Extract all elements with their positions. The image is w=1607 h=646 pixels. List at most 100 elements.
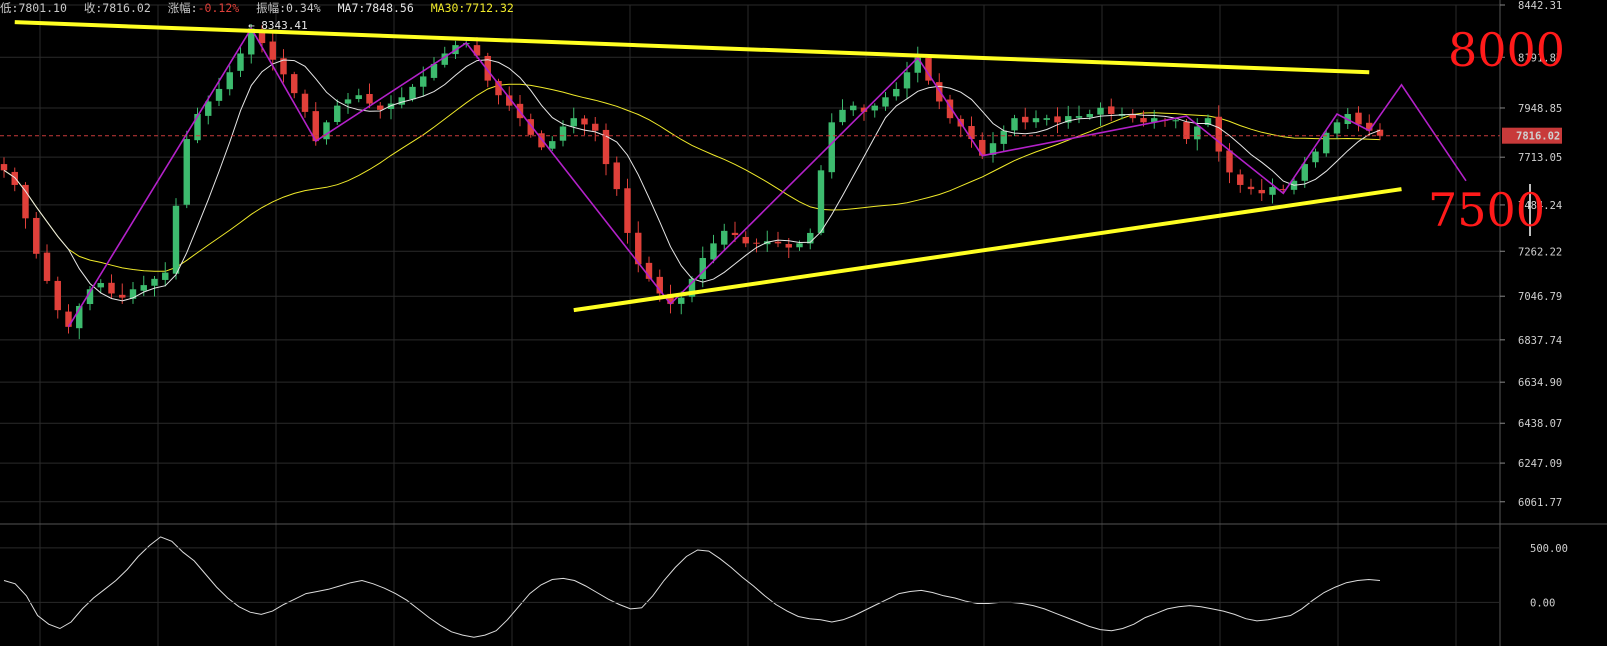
candle-body <box>1258 189 1265 194</box>
trendline-lower <box>573 187 1402 313</box>
candle-body <box>129 289 137 299</box>
candle-body <box>807 232 814 244</box>
amplitude-readout: 振幅:0.34% <box>256 1 321 15</box>
candle-body <box>0 164 8 171</box>
oscillator-line <box>3 536 1381 638</box>
candle-body <box>581 118 588 125</box>
candle-body <box>1140 118 1147 123</box>
candle-body <box>882 97 889 107</box>
candle-body <box>43 252 51 281</box>
candle-body <box>344 99 352 104</box>
candle-body <box>602 129 610 165</box>
ma7-line <box>3 59 1381 302</box>
candle-body <box>968 126 975 140</box>
candle-body <box>1237 174 1244 185</box>
ma30-line <box>3 83 1381 272</box>
candle-body <box>334 105 341 122</box>
candle-body <box>226 72 233 90</box>
ytick-label: 6061.77 <box>1518 497 1562 509</box>
candle-body <box>645 262 653 279</box>
candle-body <box>936 82 943 102</box>
candle-body <box>1247 186 1255 190</box>
candle-body <box>1011 118 1018 131</box>
candle-body <box>215 88 223 101</box>
ytick-label: 7262.22 <box>1518 246 1562 258</box>
candle-body <box>635 232 642 265</box>
candle-body <box>323 122 330 140</box>
candle-body <box>817 170 825 233</box>
candle-body <box>592 123 599 131</box>
candle-body <box>549 141 556 149</box>
candle-body <box>54 280 61 311</box>
candle-body <box>108 282 115 294</box>
change-readout: 涨幅:-0.12% <box>167 1 240 15</box>
candle-body <box>850 105 857 111</box>
candle-body <box>1312 151 1319 163</box>
candle-body <box>312 111 319 142</box>
candle-body <box>1301 164 1308 181</box>
candle-body <box>269 41 276 60</box>
candle-body <box>76 305 83 329</box>
candle-body <box>377 105 384 110</box>
ytick-label: 7948.85 <box>1518 103 1562 115</box>
candle-body <box>613 162 620 190</box>
trendlines <box>14 20 1402 313</box>
candle-body <box>753 242 760 244</box>
candle-body <box>86 289 94 305</box>
candle-body <box>903 72 911 89</box>
close-readout: 收:7816.02 <box>83 1 151 15</box>
candle-body <box>33 217 40 254</box>
current-price-label: 7816.02 <box>1516 131 1560 143</box>
candle-body <box>946 99 954 119</box>
candle-body <box>774 241 782 244</box>
candle-body <box>280 58 287 75</box>
candle-body <box>1000 130 1007 144</box>
candle-body <box>205 101 212 116</box>
candle-body <box>871 105 878 111</box>
candle-body <box>387 103 395 109</box>
candle-body <box>398 97 405 105</box>
candle-body <box>1269 187 1276 195</box>
candle-body <box>1043 118 1050 120</box>
ma7-path <box>3 59 1381 302</box>
candle-body <box>570 118 577 127</box>
candle-body <box>495 80 502 96</box>
candle-body <box>559 126 567 141</box>
candle-body <box>506 95 513 106</box>
candle-body <box>430 63 438 78</box>
forecast-label-7500: 7500 <box>1428 183 1545 237</box>
candle-body <box>420 76 427 87</box>
candle-body <box>237 53 244 71</box>
current-price-tag <box>1502 127 1562 144</box>
candle-body <box>1108 106 1115 114</box>
price-axis: 7816.02 8442.31 8191.87 7948.85 7713.05 7484.… <box>0 0 1562 509</box>
ytick-label: 6247.09 <box>1518 458 1562 470</box>
candle-body <box>301 93 309 112</box>
ma7-readout: MA7:7848.56 <box>337 1 414 15</box>
candle-body <box>291 74 298 94</box>
candle-body <box>1333 122 1341 134</box>
candle-body <box>355 95 362 100</box>
ytick-label: 6837.74 <box>1518 335 1562 347</box>
candle-body <box>484 55 491 81</box>
wave-annotations <box>67 26 1467 328</box>
candle-body <box>194 113 201 141</box>
candle-body <box>710 243 717 260</box>
candle-body <box>172 205 180 274</box>
candle-body <box>248 28 255 55</box>
ytick-label: 7484.24 <box>1518 200 1562 212</box>
candle-body <box>1226 150 1233 173</box>
candle-body <box>1129 114 1136 119</box>
candle-body <box>527 119 534 135</box>
candle-body <box>914 57 921 73</box>
candle-body <box>1323 132 1330 154</box>
candle-body <box>65 311 72 327</box>
candle-body <box>409 86 416 100</box>
candle-body <box>1194 126 1201 140</box>
candle-body <box>1054 116 1061 123</box>
candle-body <box>1065 116 1072 123</box>
candle-body <box>721 230 728 245</box>
candle-body <box>1172 120 1179 122</box>
candle-body <box>1183 121 1190 140</box>
